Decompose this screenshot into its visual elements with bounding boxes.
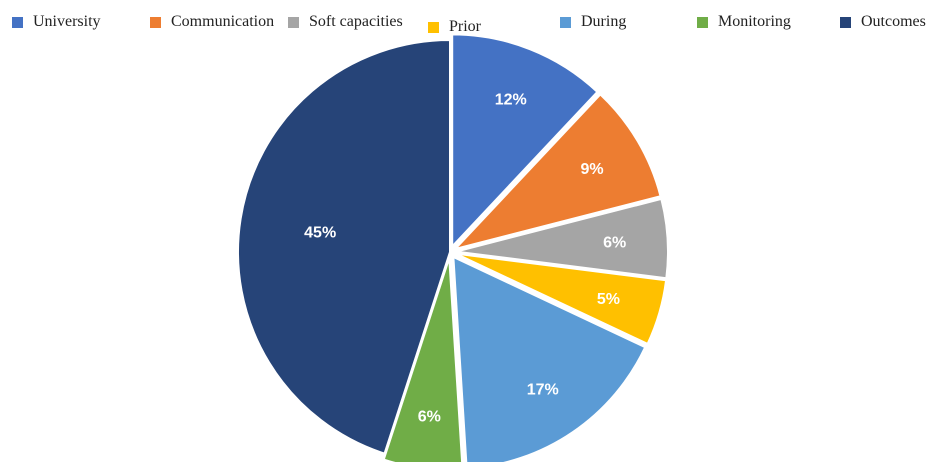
slice-label: 45% [304,224,336,241]
pie-slice [455,252,668,346]
legend-label: University [33,13,101,30]
legend-item: Soft capacities [288,13,403,31]
pie-slice [237,38,451,455]
slice-label: 5% [597,291,620,308]
legend-swatch [840,16,851,28]
legend-swatch [697,16,708,28]
slice-label: 17% [527,381,559,398]
slice-label: 6% [418,409,441,426]
legend-item: Outcomes [840,13,926,31]
slice-label: 6% [603,235,626,252]
legend-swatch [288,16,299,28]
pie-slice [451,33,599,249]
legend-item: Prior [428,18,481,36]
legend-item: During [560,13,626,31]
pie-slice [452,92,662,251]
legend-label: Soft capacities [309,13,403,30]
legend-label: Monitoring [718,13,791,30]
legend-label: Outcomes [861,13,926,30]
pie-slice [382,257,464,462]
legend-swatch [150,16,161,28]
legend-swatch [428,21,439,33]
legend-swatch [12,16,23,28]
legend-label: Prior [449,18,481,35]
legend-item: Monitoring [697,13,791,31]
legend-label: During [581,13,627,30]
pie-slice [452,255,647,462]
slice-label: 12% [495,92,527,109]
slice-label: 9% [580,161,603,178]
legend-label: Communication [171,13,275,30]
legend-swatch [560,16,571,28]
legend-item: University [12,13,101,31]
pie-slice [455,197,669,280]
legend-item: Communication [150,13,274,31]
chart-legend: University Communication Soft capacities Pr… [0,0,950,40]
